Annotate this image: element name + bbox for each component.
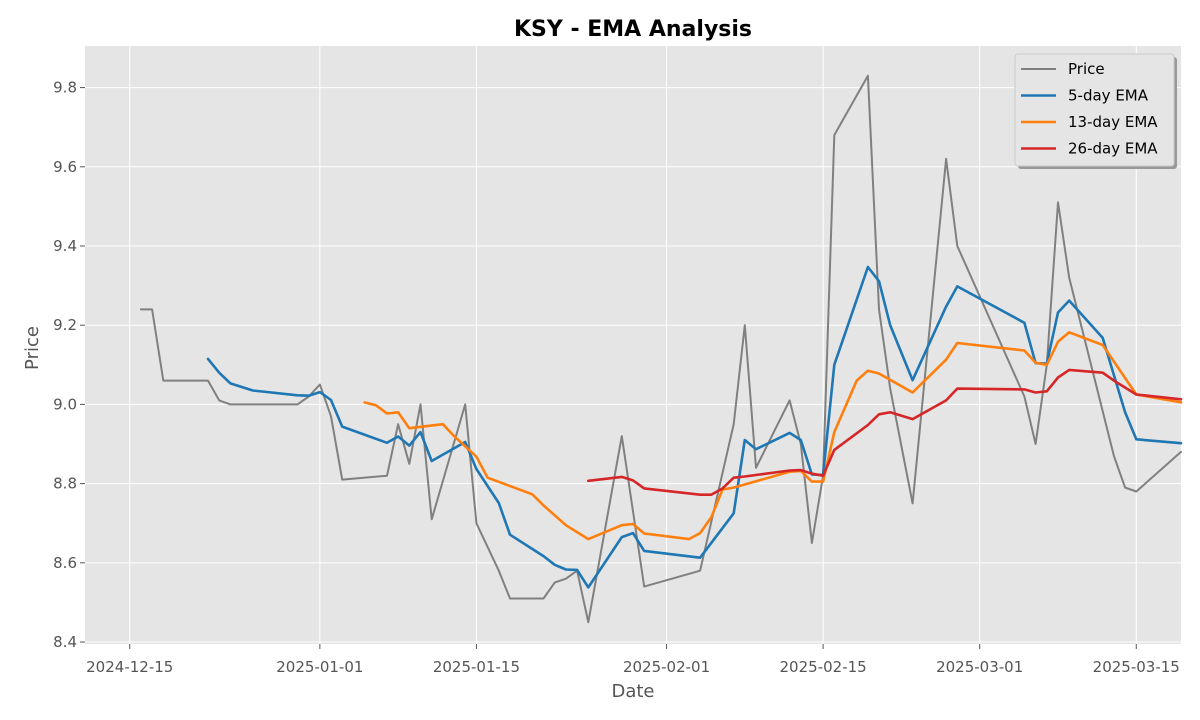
y-tick-label: 9.2: [53, 316, 77, 334]
series-line-26-day-ema: [586, 368, 1183, 497]
legend-box: [1014, 53, 1175, 167]
y-tick-label: 9.0: [53, 395, 77, 413]
chart-title: KSY - EMA Analysis: [514, 17, 752, 42]
legend-label: Price: [1068, 60, 1105, 78]
y-tick-label: 8.6: [53, 554, 77, 572]
axis-ticks: 2024-12-15 2025-01-01 2025-01-15 2025-02-01…: [53, 79, 1180, 676]
y-tick-label: 8.8: [53, 475, 77, 493]
y-tick-label: 9.4: [53, 237, 77, 255]
y-tick-label: 9.8: [53, 79, 77, 97]
y-axis-label: Price: [22, 326, 43, 370]
legend-label: 26-day EMA: [1068, 140, 1158, 158]
x-tick-label: 2025-02-01: [623, 658, 710, 676]
y-tick-label: 9.6: [53, 158, 77, 176]
legend-label: 5-day EMA: [1068, 87, 1149, 105]
y-tick-label: 8.4: [53, 633, 77, 651]
x-tick-label: 2025-03-01: [936, 658, 1023, 676]
grid-lines: [85, 46, 1181, 644]
x-axis-label: Date: [611, 681, 654, 702]
x-tick-label: 2025-02-15: [780, 658, 867, 676]
x-tick-label: 2025-01-01: [276, 658, 363, 676]
x-tick-label: 2025-01-15: [433, 658, 520, 676]
series-line-5-day-ema: [206, 265, 1183, 589]
series-lines: [139, 74, 1183, 624]
x-tick-label: 2025-03-15: [1093, 658, 1180, 676]
plot-area: [85, 46, 1181, 644]
legend-label: 13-day EMA: [1068, 113, 1158, 131]
legend: Price 5-day EMA 13-day EMA 26-day EMA: [1014, 53, 1177, 169]
x-tick-label: 2024-12-15: [86, 658, 173, 676]
